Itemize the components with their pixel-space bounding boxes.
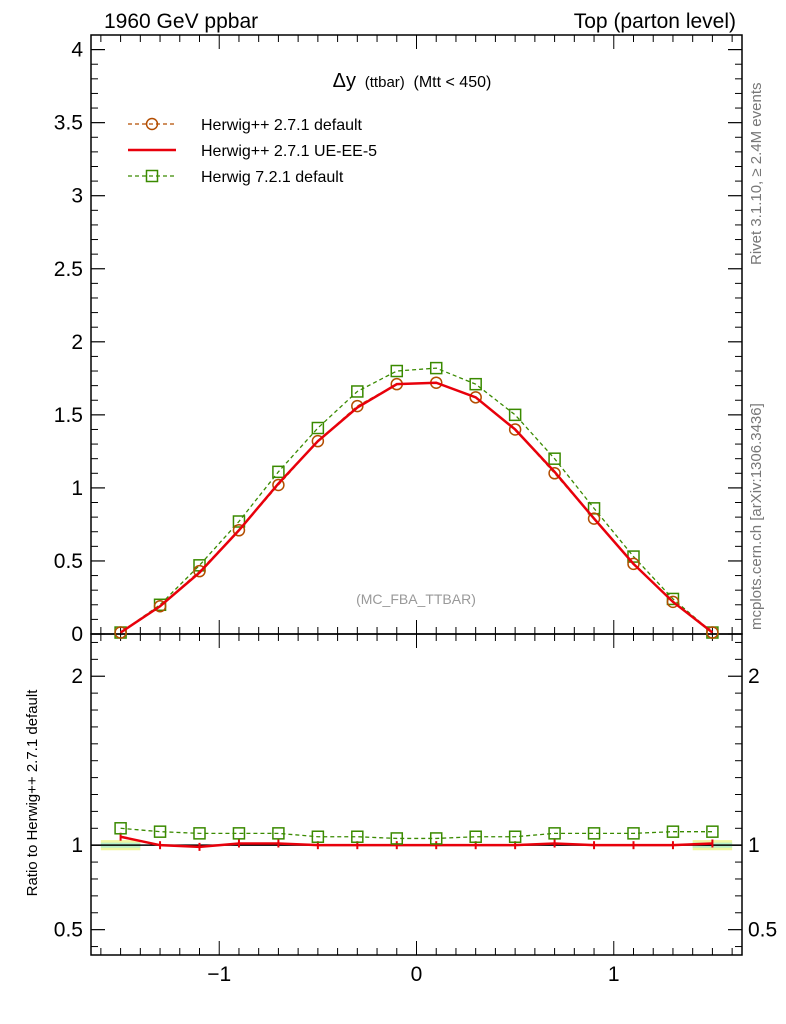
legend-label-herwig7-default: Herwig 7.2.1 default: [201, 169, 344, 186]
ratio-point-square: [429, 832, 443, 845]
data-point-square: [508, 408, 522, 422]
ratio-point-square: [193, 827, 206, 840]
plot-title: Δy (ttbar) (Mtt < 450): [333, 70, 492, 92]
y-tick-label: 4: [71, 39, 83, 62]
y-tick-label: 2: [71, 331, 83, 354]
ratio-point-square: [548, 827, 561, 840]
ratio-point-square: [706, 825, 719, 838]
data-point-circle: [351, 399, 364, 413]
data-point-circle: [706, 626, 719, 639]
data-point-square: [390, 364, 404, 378]
header-right: Top (parton level): [574, 10, 736, 33]
data-point-circle: [114, 626, 127, 639]
ratio-point-square: [232, 827, 246, 840]
data-point-circle: [627, 557, 640, 571]
rivet-version-text: Rivet 3.1.10, ≥ 2.4M events: [748, 83, 765, 266]
data-point-circle: [272, 478, 285, 492]
series-line-1: [119, 381, 714, 634]
plot-title-sub: (ttbar): [365, 74, 405, 91]
ratio-y-tick-label-right: 0.5: [748, 919, 777, 942]
ratio-point-square: [390, 832, 404, 845]
data-point-circle: [508, 423, 522, 436]
ratio-point-square: [627, 827, 640, 840]
ratio-y-tick-label: 0.5: [54, 919, 83, 942]
ratio-point-square: [272, 827, 285, 840]
data-point-square: [311, 421, 325, 435]
y-tick-label: 0.5: [54, 550, 83, 573]
ratio-y-tick-label: 1: [71, 834, 83, 857]
ratio-point-square: [153, 825, 167, 838]
ratio-y-tick-label: 2: [71, 665, 83, 688]
y-tick-label: 1: [71, 477, 83, 500]
data-point-square: [587, 502, 601, 515]
ratio-plot-frame: [90, 633, 743, 956]
data-point-square: [272, 465, 285, 479]
legend: Herwig++ 2.7.1 default Herwig++ 2.7.1 UE…: [128, 117, 377, 186]
legend-label-herwigpp-ueee5: Herwig++ 2.7.1 UE-EE-5: [201, 143, 377, 160]
y-tick-label: 3.5: [54, 112, 83, 135]
ratio-point-square: [508, 830, 522, 843]
data-point-circle: [587, 512, 601, 525]
data-point-circle: [666, 595, 680, 609]
ratio-point-square: [587, 827, 601, 840]
ratio-point-square: [351, 830, 364, 843]
mcplots-text: mcplots.cern.ch [arXiv:1306.3436]: [748, 403, 765, 630]
ratio-point-square: [469, 830, 482, 843]
data-layer: [91, 361, 742, 851]
plot-title-main: Δy: [333, 70, 356, 92]
x-tick-label: 0: [411, 963, 423, 986]
y-tick-label: 1.5: [54, 404, 83, 427]
y-tick-label: 2.5: [54, 258, 83, 281]
legend-label-herwigpp-default: Herwig++ 2.7.1 default: [201, 117, 363, 134]
ratio-point-square: [311, 830, 325, 843]
analysis-watermark: (MC_FBA_TTBAR): [356, 591, 476, 607]
data-point-square: [232, 515, 246, 528]
x-tick-label: 1: [608, 963, 620, 986]
legend-item-herwigpp-default: Herwig++ 2.7.1 default: [128, 117, 363, 134]
ratio-y-tick-label-right: 2: [748, 665, 760, 688]
ratio-series-line-0: [120, 835, 713, 849]
plot-title-tail: (Mtt < 450): [414, 74, 492, 91]
axes-layer: 0 0.5 1 1.5 2 2.5 3 3.5 4 −1 0 1 0.5 0.5 1 1 2 2: [54, 35, 777, 986]
ratio-ylabel: Ratio to Herwig++ 2.7.1 default: [24, 689, 41, 897]
y-tick-label: 3: [71, 185, 83, 208]
legend-item-herwig7-default: Herwig 7.2.1 default: [128, 169, 344, 186]
data-point-square: [429, 361, 443, 375]
data-point-square: [351, 385, 364, 398]
data-point-circle: [548, 467, 561, 480]
data-point-square: [469, 377, 482, 391]
y-tick-label: 0: [71, 623, 83, 646]
data-point-square: [548, 452, 561, 465]
header-left: 1960 GeV ppbar: [104, 10, 258, 33]
ratio-series-line-1: [120, 827, 713, 840]
legend-item-herwigpp-ueee5: Herwig++ 2.7.1 UE-EE-5: [128, 143, 377, 160]
main-plot-frame: [90, 34, 743, 635]
series-line-2: [120, 367, 713, 634]
data-point-circle: [469, 391, 482, 404]
x-tick-label: −1: [207, 963, 231, 986]
data-point-circle: [232, 524, 246, 537]
ratio-y-tick-label-right: 1: [748, 834, 760, 857]
data-point-circle: [193, 564, 206, 578]
data-point-circle: [311, 434, 325, 448]
data-point-circle: [153, 599, 167, 613]
ratio-point-square: [114, 822, 127, 835]
ratio-point-square: [666, 825, 680, 838]
